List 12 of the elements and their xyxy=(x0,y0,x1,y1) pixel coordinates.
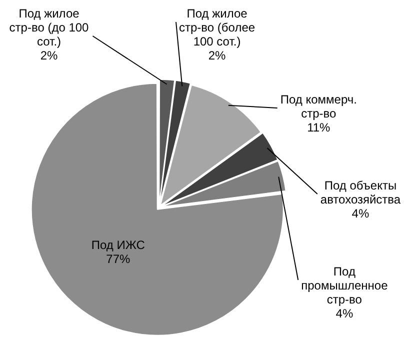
data-label: 2% xyxy=(40,48,58,62)
slice-label: Под жилое стр-во (более 100 сот.) xyxy=(179,6,256,48)
slice-label: Под объекты автохозяйства xyxy=(320,178,401,206)
data-label: 4% xyxy=(336,306,354,320)
slice-label: Под коммерч. стр-во xyxy=(280,92,357,120)
slice-label: Под промышленное стр-во xyxy=(301,264,388,306)
data-label: 4% xyxy=(352,206,370,220)
data-label: 77% xyxy=(106,252,130,266)
data-label: 11% xyxy=(307,120,331,134)
slice-label: Под ИЖС xyxy=(91,238,146,252)
slice-label: Под жилое стр-во (до 100 сот.) xyxy=(9,6,90,48)
data-label: 2% xyxy=(208,48,226,62)
